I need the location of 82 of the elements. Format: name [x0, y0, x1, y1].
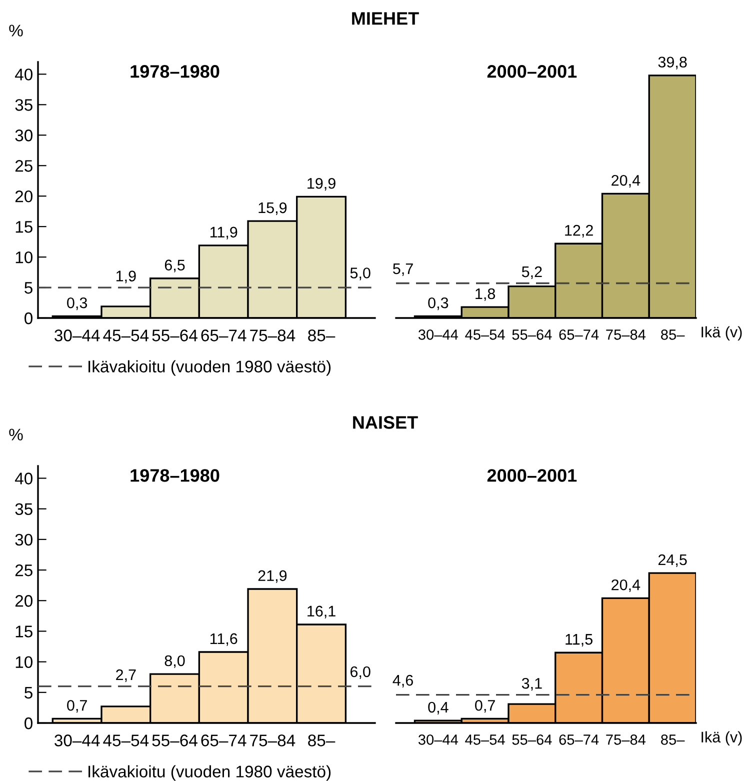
y-tick-label: 5 [24, 282, 32, 294]
data-label: 1,9 [116, 270, 136, 284]
data-label: 0,7 [67, 700, 87, 713]
data-label: 2,7 [116, 669, 136, 682]
x-tick-label: 65–74 [201, 734, 246, 746]
y-axis-title: % [9, 24, 23, 36]
data-label: 11,6 [210, 633, 238, 646]
data-label: 11,5 [566, 634, 592, 647]
data-label: 16,1 [308, 606, 336, 618]
data-label: 20,4 [612, 174, 640, 188]
chart-subtitle: 1978–1980 [130, 469, 220, 482]
data-label: 39,8 [658, 56, 687, 70]
chart-subtitle: 2000–2001 [487, 65, 577, 78]
x-tick-label: 45–54 [103, 330, 149, 342]
x-tick-label: 55–64 [152, 734, 198, 746]
x-axis-title: Ikä (v) [702, 326, 742, 340]
data-label: 15,9 [258, 202, 287, 215]
data-label: 24,5 [658, 554, 687, 567]
x-tick-label: 55–64 [152, 330, 198, 342]
ref-line-label: 5,0 [350, 268, 370, 280]
x-tick-label: 75–84 [250, 734, 296, 746]
y-tick-label: 15 [16, 221, 32, 233]
data-label: 1,8 [476, 288, 496, 301]
ref-line-label: 4,6 [392, 674, 413, 688]
x-tick-label: 65–74 [559, 329, 599, 340]
y-tick-label: 25 [15, 160, 32, 172]
y-tick-label: 30 [15, 534, 32, 546]
x-tick-label: 45–54 [465, 734, 505, 745]
x-tick-label: 65–74 [201, 330, 246, 342]
chart-title: MIEHET [352, 12, 419, 25]
x-tick-label: 30–44 [54, 330, 100, 342]
y-tick-label: 15 [16, 626, 32, 638]
x-tick-label: 55–64 [512, 734, 552, 745]
chart-subtitle: 2000–2001 [487, 469, 577, 482]
data-label: 11,9 [210, 226, 238, 240]
x-tick-label: 85– [308, 734, 336, 746]
y-tick-label: 20 [15, 595, 32, 607]
data-label: 6,5 [164, 260, 185, 272]
y-tick-label: 40 [14, 472, 32, 484]
x-tick-label: 30–44 [418, 329, 458, 340]
x-tick-label: 30–44 [418, 734, 458, 745]
ref-line-label: 6,0 [350, 666, 370, 679]
x-tick-label: 85– [308, 330, 336, 342]
y-tick-label: 10 [16, 251, 32, 264]
x-tick-label: 45–54 [465, 330, 505, 340]
x-tick-label: 75–84 [606, 329, 646, 340]
y-tick-label: 5 [24, 686, 32, 699]
x-tick-label: 30–44 [54, 734, 100, 746]
x-tick-label: 75–84 [606, 734, 646, 745]
data-label: 5,2 [522, 266, 542, 279]
y-tick-label: 10 [16, 656, 32, 668]
data-label: 3,1 [522, 678, 542, 691]
data-label: 0,3 [67, 297, 88, 310]
data-label: 21,9 [258, 570, 287, 583]
data-label: 0,3 [428, 297, 448, 310]
x-axis-title: Ikä (v) [702, 731, 742, 746]
y-tick-label: 40 [14, 68, 32, 80]
x-tick-label: 85– [661, 329, 685, 340]
x-tick-label: 55–64 [512, 329, 552, 340]
y-tick-label: 0 [24, 312, 32, 324]
y-tick-label: 35 [15, 99, 32, 111]
data-label: 20,4 [612, 579, 640, 592]
y-axis-title: % [9, 428, 23, 440]
data-label: 12,2 [565, 224, 593, 238]
chart-subtitle: 1978–1980 [130, 65, 220, 78]
y-tick-label: 20 [15, 190, 32, 202]
y-tick-label: 0 [24, 717, 32, 730]
x-tick-label: 65–74 [559, 734, 599, 745]
data-label: 0,7 [475, 700, 495, 713]
data-label: 8,0 [164, 655, 185, 668]
data-label: 19,9 [308, 178, 336, 191]
x-tick-label: 45–54 [103, 734, 149, 746]
text: Ikävakioitu (vuoden 1980 väestö) [88, 765, 331, 781]
x-tick-label: 75–84 [250, 330, 296, 342]
y-tick-label: 25 [15, 564, 32, 576]
ref-line-label: 5,7 [393, 263, 413, 276]
x-tick-label: 85– [661, 734, 685, 745]
text: Ikävakioitu (vuoden 1980 väestö) [88, 360, 331, 376]
y-tick-label: 35 [15, 503, 32, 516]
chart-title: NAISET [353, 416, 418, 429]
y-tick-label: 30 [15, 130, 32, 142]
data-label: 0,4 [428, 702, 448, 714]
